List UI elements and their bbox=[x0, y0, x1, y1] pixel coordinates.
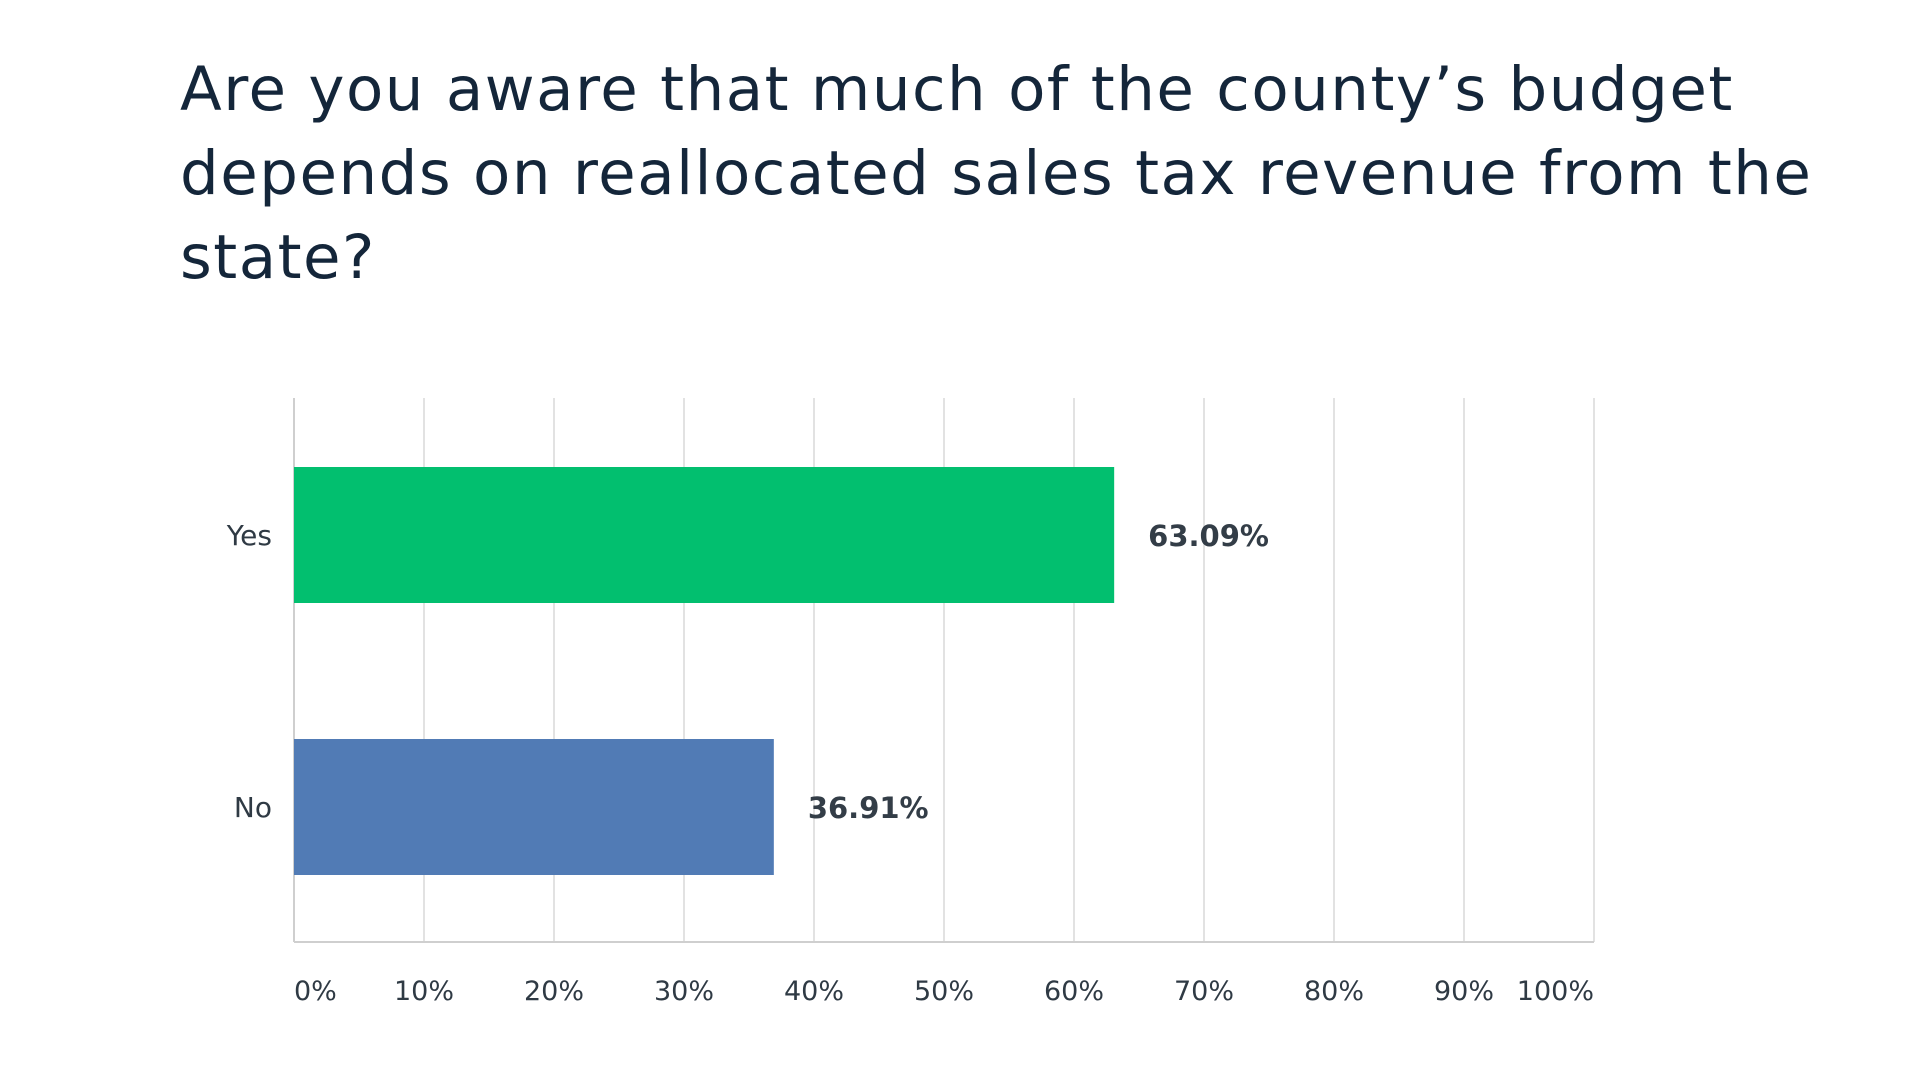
category-label-no: No bbox=[234, 791, 272, 824]
x-tick-label: 50% bbox=[914, 976, 974, 1007]
x-tick-label: 40% bbox=[784, 976, 844, 1007]
category-label-yes: Yes bbox=[226, 519, 272, 552]
x-tick-label: 70% bbox=[1174, 976, 1234, 1007]
x-tick-label: 0% bbox=[294, 976, 337, 1007]
bar-no bbox=[294, 739, 774, 875]
x-tick-label: 100% bbox=[1517, 976, 1594, 1007]
x-tick-label: 80% bbox=[1304, 976, 1364, 1007]
x-tick-label: 20% bbox=[524, 976, 584, 1007]
x-tick-label: 60% bbox=[1044, 976, 1104, 1007]
x-tick-label: 10% bbox=[394, 976, 454, 1007]
bars bbox=[294, 467, 1115, 875]
value-label-no: 36.91% bbox=[808, 791, 929, 825]
labels: 0% 10% 20% 30% 40% 50% 60% 70% 80% 90% 100% Yes 63.0… bbox=[226, 519, 1594, 1007]
x-tick-label: 90% bbox=[1434, 976, 1494, 1007]
chart-title: Are you aware that much of the county’s … bbox=[180, 54, 1813, 293]
bar-yes bbox=[294, 467, 1115, 603]
value-label-yes: 63.09% bbox=[1148, 519, 1269, 553]
x-tick-label: 30% bbox=[654, 976, 714, 1007]
